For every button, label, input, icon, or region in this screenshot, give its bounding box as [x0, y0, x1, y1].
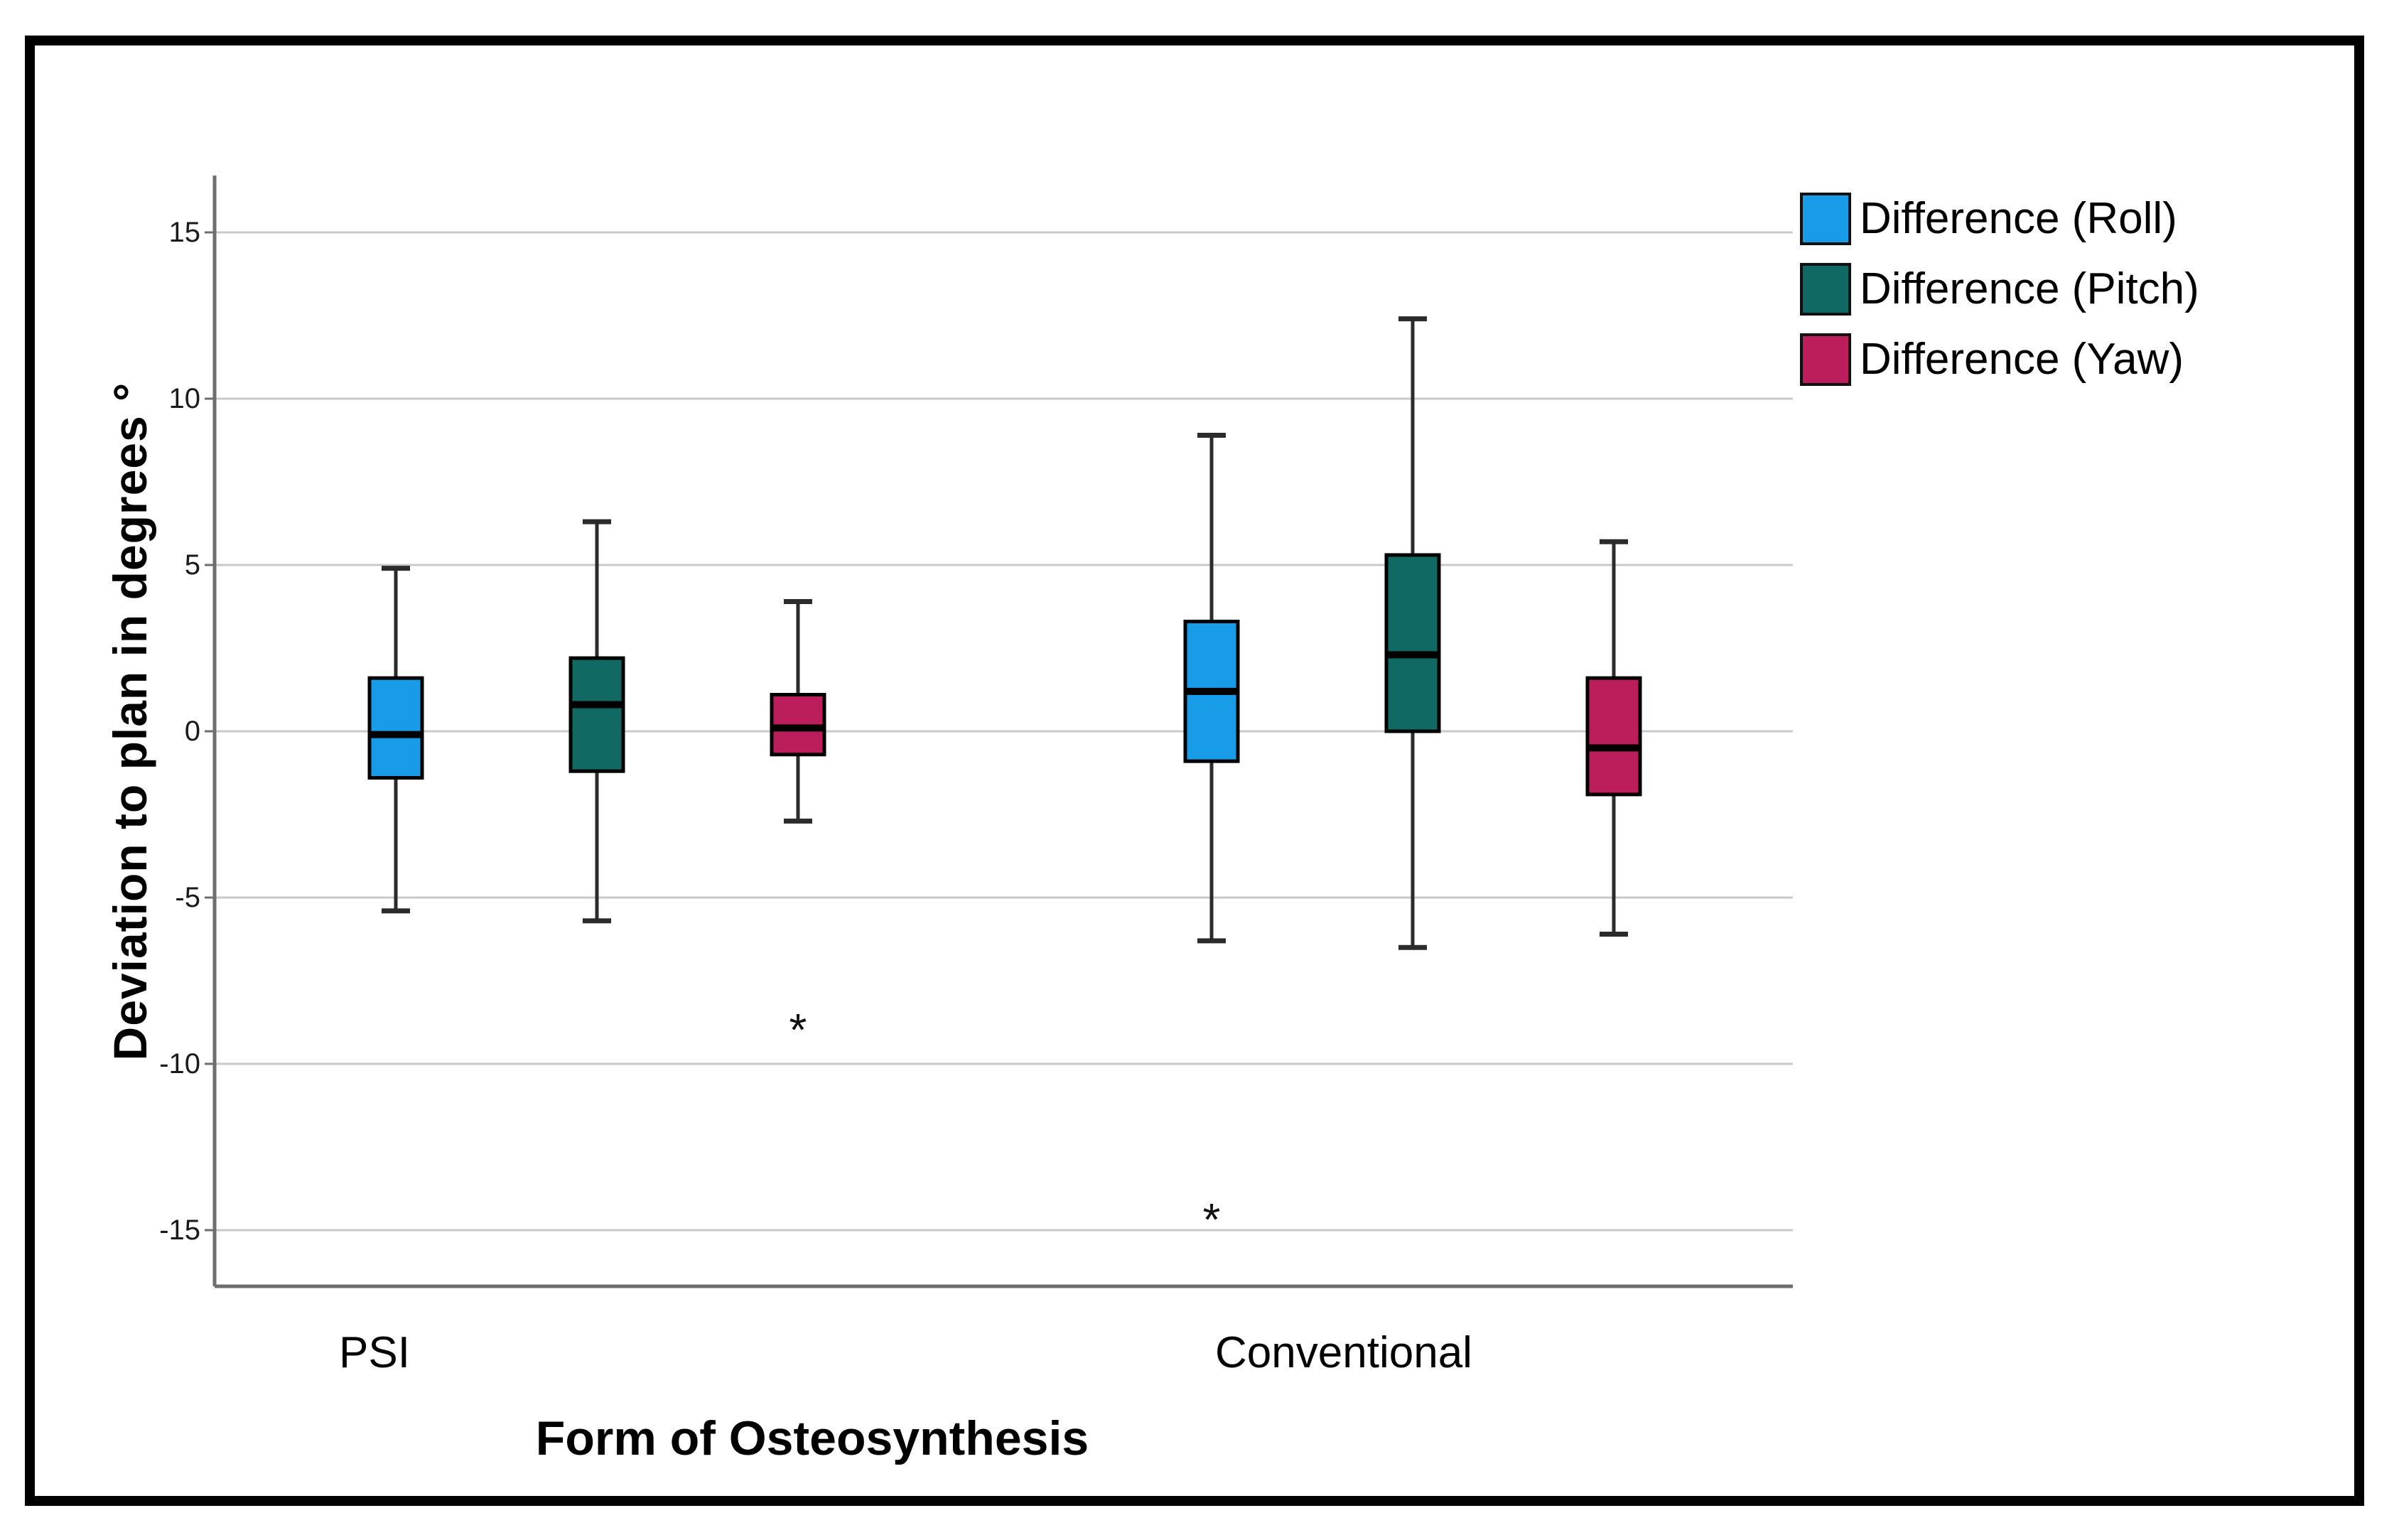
y-tick-label-5: 5	[184, 549, 200, 581]
category-label-psi: PSI	[339, 1328, 410, 1377]
legend-swatch-pitch-icon	[1800, 262, 1851, 316]
x-axis-title: Form of Osteosynthesis	[535, 1411, 1089, 1465]
legend-item-yaw: Difference (Yaw)	[1800, 324, 2199, 394]
y-tick-label--5: -5	[175, 882, 200, 913]
legend-label-pitch: Difference (Pitch)	[1860, 264, 2199, 313]
outlier-marker-difference-roll-conventional-0: *	[1203, 1194, 1221, 1245]
category-label-conventional: Conventional	[1215, 1328, 1472, 1377]
box-difference-roll-psi	[367, 676, 424, 780]
legend-item-roll: Difference (Roll)	[1800, 183, 2199, 254]
legend-label-yaw: Difference (Yaw)	[1860, 335, 2184, 384]
y-tick-label-10: 10	[168, 383, 201, 414]
legend: Difference (Roll) Difference (Pitch) Dif…	[1800, 183, 2199, 394]
legend-swatch-roll-icon	[1800, 192, 1851, 245]
figure-border	[25, 36, 2364, 1506]
y-tick-label-0: 0	[184, 716, 200, 747]
y-tick-label--15: -15	[159, 1215, 200, 1246]
legend-item-pitch: Difference (Pitch)	[1800, 254, 2199, 324]
outlier-marker-difference-yaw-psi-0: *	[789, 1004, 807, 1055]
box-difference-pitch-psi	[568, 656, 625, 773]
legend-swatch-yaw-icon	[1800, 333, 1851, 386]
box-difference-pitch-conventional	[1384, 553, 1441, 733]
y-tick-label-15: 15	[168, 217, 201, 248]
y-tick-label--10: -10	[159, 1048, 200, 1079]
y-axis-title: Deviation to plan in degrees °	[104, 382, 156, 1061]
box-difference-yaw-conventional	[1585, 676, 1642, 797]
legend-label-roll: Difference (Roll)	[1860, 194, 2177, 243]
